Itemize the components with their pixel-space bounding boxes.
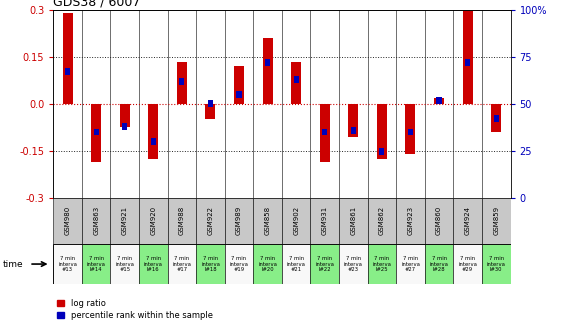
Bar <box>82 244 111 284</box>
Text: 7 min
interva
l#16: 7 min interva l#16 <box>144 256 163 272</box>
Bar <box>434 97 444 104</box>
Text: GSM924: GSM924 <box>465 206 471 235</box>
Text: 7 min
interva
#15: 7 min interva #15 <box>116 256 134 272</box>
Text: GSM920: GSM920 <box>150 206 157 235</box>
Bar <box>53 244 82 284</box>
Bar <box>339 198 367 244</box>
Text: GSM923: GSM923 <box>407 206 413 235</box>
Bar <box>310 244 339 284</box>
Bar <box>310 198 339 244</box>
Bar <box>494 115 499 122</box>
Bar <box>482 244 511 284</box>
Text: GSM922: GSM922 <box>208 206 214 235</box>
Bar <box>465 59 470 66</box>
Text: GSM859: GSM859 <box>493 206 499 235</box>
Text: GSM861: GSM861 <box>350 206 356 235</box>
Bar <box>282 244 310 284</box>
Bar <box>205 104 215 119</box>
Bar <box>139 244 168 284</box>
Bar <box>263 38 273 104</box>
Text: 7 min
interva
l#20: 7 min interva l#20 <box>258 256 277 272</box>
Bar <box>122 123 127 130</box>
Bar <box>237 91 242 98</box>
Legend: log ratio, percentile rank within the sample: log ratio, percentile rank within the sa… <box>57 299 213 319</box>
Bar <box>168 244 196 284</box>
Bar <box>151 138 156 145</box>
Bar <box>351 127 356 134</box>
Bar <box>94 129 99 135</box>
Bar <box>119 104 130 127</box>
Bar <box>254 198 282 244</box>
Text: 7 min
interva
#17: 7 min interva #17 <box>172 256 191 272</box>
Bar <box>406 104 416 154</box>
Bar <box>436 96 442 104</box>
Text: GSM860: GSM860 <box>436 206 442 235</box>
Bar <box>377 104 387 159</box>
Text: 7 min
interva
#21: 7 min interva #21 <box>287 256 306 272</box>
Bar <box>168 198 196 244</box>
Bar <box>453 244 482 284</box>
Bar <box>65 68 70 75</box>
Bar <box>408 129 413 135</box>
Text: 7 min
interva
#27: 7 min interva #27 <box>401 256 420 272</box>
Text: 7 min
interva
#23: 7 min interva #23 <box>344 256 363 272</box>
Bar <box>111 244 139 284</box>
Text: GSM863: GSM863 <box>93 206 99 235</box>
Bar <box>91 104 101 162</box>
Bar <box>396 198 425 244</box>
Bar <box>491 104 501 132</box>
Text: GSM931: GSM931 <box>322 206 328 235</box>
Text: 7 min
interva
l#22: 7 min interva l#22 <box>315 256 334 272</box>
Bar <box>196 198 225 244</box>
Text: GDS38 / 6007: GDS38 / 6007 <box>53 0 141 9</box>
Bar <box>463 11 473 104</box>
Bar <box>111 198 139 244</box>
Text: GSM862: GSM862 <box>379 206 385 235</box>
Text: GSM988: GSM988 <box>179 206 185 235</box>
Bar <box>234 66 244 104</box>
Text: GSM921: GSM921 <box>122 206 128 235</box>
Bar <box>293 76 299 83</box>
Text: 7 min
interva
#13: 7 min interva #13 <box>58 256 77 272</box>
Text: GSM989: GSM989 <box>236 206 242 235</box>
Bar <box>379 148 384 155</box>
Bar <box>482 198 511 244</box>
Bar <box>282 198 310 244</box>
Bar <box>320 104 330 162</box>
Text: 7 min
interva
l#18: 7 min interva l#18 <box>201 256 220 272</box>
Bar <box>225 198 254 244</box>
Bar <box>148 104 158 159</box>
Bar <box>196 244 225 284</box>
Bar <box>177 61 187 104</box>
Bar <box>291 61 301 104</box>
Bar <box>453 198 482 244</box>
Text: 7 min
interva
l#25: 7 min interva l#25 <box>373 256 392 272</box>
Bar <box>348 104 358 137</box>
Bar <box>425 198 453 244</box>
Bar <box>367 244 396 284</box>
Text: time: time <box>3 260 24 268</box>
Bar <box>180 78 185 85</box>
Text: 7 min
interva
l#14: 7 min interva l#14 <box>87 256 105 272</box>
Text: GSM980: GSM980 <box>65 206 71 235</box>
Text: 7 min
interva
l#30: 7 min interva l#30 <box>487 256 505 272</box>
Bar <box>265 59 270 66</box>
Bar <box>396 244 425 284</box>
Text: 7 min
interva
#19: 7 min interva #19 <box>229 256 249 272</box>
Bar <box>367 198 396 244</box>
Bar <box>425 244 453 284</box>
Bar <box>254 244 282 284</box>
Bar <box>53 198 82 244</box>
Text: 7 min
interva
#29: 7 min interva #29 <box>458 256 477 272</box>
Text: 7 min
interva
l#28: 7 min interva l#28 <box>430 256 448 272</box>
Text: GSM902: GSM902 <box>293 206 299 235</box>
Bar <box>139 198 168 244</box>
Bar <box>63 13 72 104</box>
Bar <box>225 244 254 284</box>
Text: GSM858: GSM858 <box>265 206 270 235</box>
Bar <box>339 244 367 284</box>
Bar <box>82 198 111 244</box>
Bar <box>208 100 213 107</box>
Bar <box>322 129 327 135</box>
